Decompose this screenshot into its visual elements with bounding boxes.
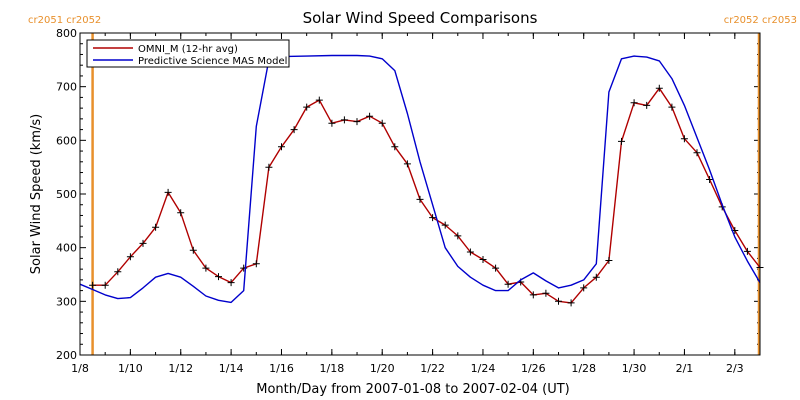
data-point-marker	[126, 253, 134, 261]
data-point-marker	[630, 99, 638, 107]
chart-title: Solar Wind Speed Comparisons	[303, 9, 538, 27]
data-point-marker	[366, 112, 374, 120]
data-point-marker	[315, 96, 323, 104]
data-point-marker	[706, 176, 714, 183]
data-point-marker	[454, 232, 462, 240]
x-tick-label: 1/18	[320, 362, 345, 375]
data-point-marker	[529, 291, 537, 299]
data-point-marker	[605, 257, 613, 264]
x-tick-label: 1/12	[168, 362, 193, 375]
data-point-marker	[668, 103, 676, 111]
x-tick-label: 1/20	[370, 362, 395, 375]
x-tick-label: 1/8	[71, 362, 89, 375]
data-point-marker	[252, 260, 260, 268]
data-point-marker	[403, 160, 411, 168]
carrington-label-right: cr2052 cr2053	[724, 15, 797, 26]
data-point-marker	[227, 279, 235, 287]
data-point-marker	[177, 209, 185, 217]
data-point-marker	[164, 188, 172, 196]
data-point-marker	[643, 101, 651, 109]
x-tick-label: 1/14	[219, 362, 244, 375]
data-point-marker	[152, 223, 160, 231]
data-point-marker	[466, 248, 474, 256]
legend: OMNI_M (12-hr avg) Predictive Science MA…	[86, 39, 290, 68]
data-point-marker	[655, 84, 663, 92]
carrington-label-left: cr2051 cr2052	[28, 15, 101, 26]
data-point-marker	[215, 273, 222, 281]
data-point-marker	[618, 137, 625, 145]
x-tick-label: 1/30	[622, 362, 647, 375]
legend-label-omni: OMNI_M (12-hr avg)	[138, 44, 238, 55]
axes-layer: 200 300 400 500 600 700 800 1/8 1/10 1/12 1/14 1/16…	[56, 27, 761, 375]
data-point-marker	[441, 221, 449, 229]
data-point-marker	[680, 135, 688, 143]
y-tick-label: 400	[56, 242, 77, 255]
x-tick-label: 1/16	[269, 362, 294, 375]
data-point-marker	[416, 195, 424, 203]
y-tick-label: 300	[56, 295, 77, 308]
y-tick-label: 800	[56, 27, 77, 40]
y-tick-label: 700	[56, 81, 77, 94]
data-point-marker	[567, 299, 575, 307]
x-tick-label: 2/1	[676, 362, 694, 375]
y-axis-title: Solar Wind Speed (km/s)	[29, 114, 44, 274]
data-point-marker	[303, 103, 311, 111]
data-point-marker	[189, 246, 197, 254]
x-tick-label: 1/10	[118, 362, 143, 375]
data-point-marker	[278, 143, 285, 151]
data-point-marker	[378, 119, 386, 127]
x-tick-label: 2/3	[726, 362, 744, 375]
plot-frame	[79, 32, 761, 356]
data-point-marker	[353, 118, 361, 126]
data-point-marker	[555, 297, 562, 305]
data-point-marker	[202, 264, 210, 272]
data-point-marker	[479, 256, 487, 263]
data-point-marker	[580, 284, 588, 292]
y-tick-label: 600	[56, 134, 77, 147]
data-point-marker	[504, 280, 512, 288]
y-tick-label: 200	[56, 349, 77, 362]
data-point-marker	[101, 281, 109, 289]
data-point-marker	[743, 247, 751, 255]
data-point-marker	[290, 126, 298, 134]
data-point-marker	[542, 289, 550, 297]
carrington-marker-layer	[91, 33, 761, 355]
data-point-marker	[340, 116, 348, 124]
data-point-marker	[139, 239, 147, 247]
data-point-marker	[492, 264, 500, 272]
x-tick-label: 1/22	[420, 362, 445, 375]
x-tick-label: 1/26	[521, 362, 546, 375]
legend-label-mas: Predictive Science MAS Model	[138, 56, 287, 67]
data-point-marker	[89, 281, 97, 289]
legend-box	[86, 39, 290, 68]
data-point-marker	[114, 268, 122, 276]
series-layer	[79, 54, 764, 307]
data-point-marker	[592, 273, 600, 281]
series-line-omni	[92, 87, 761, 304]
data-point-marker	[429, 214, 437, 222]
data-point-marker	[328, 119, 336, 127]
series-line-mas	[79, 54, 761, 304]
x-axis-title: Month/Day from 2007-01-08 to 2007-02-04 …	[256, 382, 569, 397]
x-tick-label: 1/28	[571, 362, 596, 375]
y-tick-label: 500	[56, 188, 77, 201]
data-point-marker	[391, 143, 399, 151]
data-point-marker	[693, 149, 701, 157]
x-tick-label: 1/24	[471, 362, 496, 375]
data-point-marker	[265, 163, 273, 171]
